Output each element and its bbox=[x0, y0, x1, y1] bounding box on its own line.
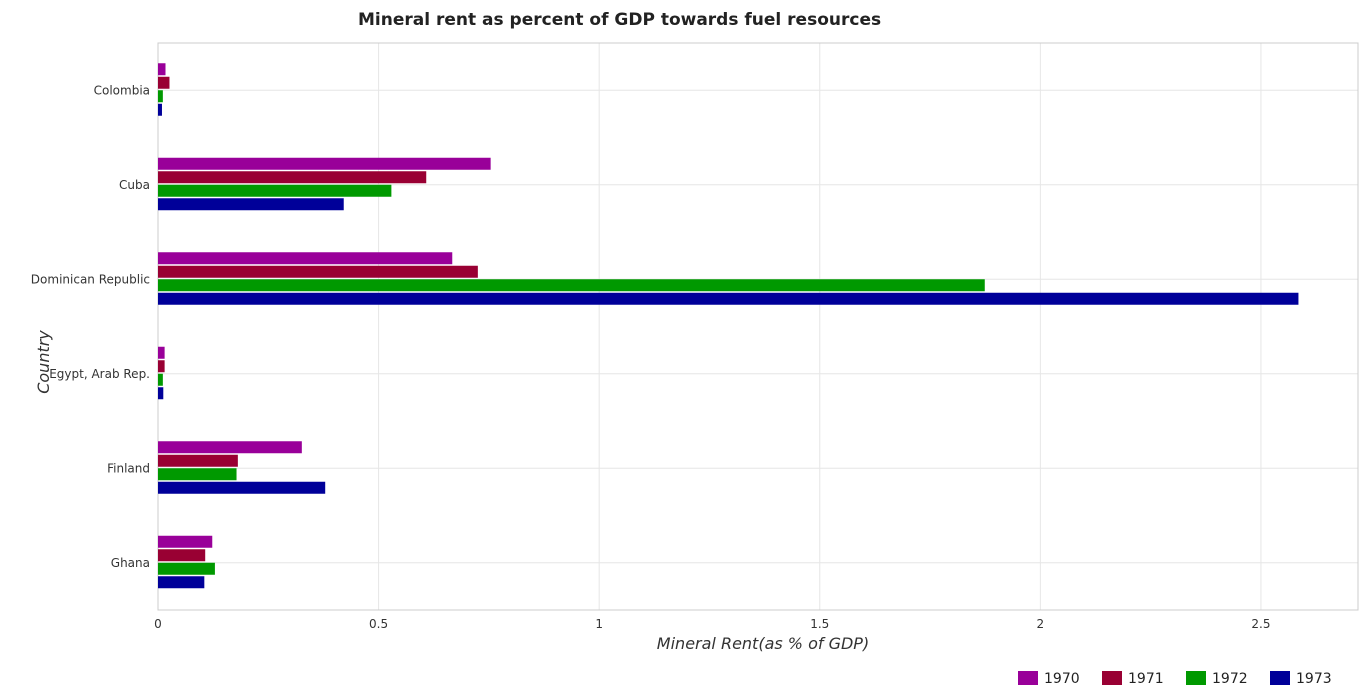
bar-1972 bbox=[158, 373, 163, 386]
bars bbox=[158, 63, 1299, 589]
y-axis-label: Country bbox=[34, 330, 53, 394]
x-tick-label: 0.5 bbox=[369, 617, 388, 631]
bar-1970 bbox=[158, 63, 166, 76]
bar-1970 bbox=[158, 535, 213, 548]
legend-label: 1970 bbox=[1044, 671, 1080, 687]
legend-swatch bbox=[1018, 671, 1038, 685]
bar-1970 bbox=[158, 157, 491, 170]
bar-1971 bbox=[158, 549, 206, 562]
y-tick-label: Dominican Republic bbox=[31, 272, 150, 286]
x-tick-label: 2.5 bbox=[1251, 617, 1270, 631]
grid bbox=[157, 42, 1359, 611]
x-tick-labels: 0 0.5 1 1.5 2 2.5 bbox=[154, 617, 1270, 631]
bar-1971 bbox=[158, 171, 427, 184]
bar-1973 bbox=[158, 292, 1299, 305]
bar-1971 bbox=[158, 76, 170, 89]
bar-1970 bbox=[158, 252, 453, 265]
bar-1971 bbox=[158, 265, 478, 278]
bar-1972 bbox=[158, 279, 985, 292]
bar-1972 bbox=[158, 562, 215, 575]
y-tick-label: Egypt, Arab Rep. bbox=[49, 367, 150, 381]
bar-1970 bbox=[158, 346, 165, 359]
legend-swatch bbox=[1270, 671, 1290, 685]
legend-label: 1973 bbox=[1296, 671, 1332, 687]
legend-label: 1971 bbox=[1128, 671, 1164, 687]
bar-1973 bbox=[158, 387, 164, 400]
y-tick-label: Finland bbox=[107, 461, 150, 475]
bar-1973 bbox=[158, 103, 162, 116]
legend-label: 1972 bbox=[1212, 671, 1248, 687]
bar-1970 bbox=[158, 441, 302, 454]
y-tick-label: Cuba bbox=[119, 178, 150, 192]
bar-1972 bbox=[158, 184, 392, 197]
bar-1972 bbox=[158, 90, 163, 103]
x-tick-label: 0 bbox=[154, 617, 162, 631]
bar-1973 bbox=[158, 198, 344, 211]
bar-1971 bbox=[158, 454, 238, 467]
x-axis-label: Mineral Rent(as % of GDP) bbox=[657, 634, 869, 653]
y-tick-label: Colombia bbox=[94, 83, 150, 97]
chart-title: Mineral rent as percent of GDP towards f… bbox=[358, 10, 881, 30]
legend: 1970 1971 1972 1973 bbox=[1018, 671, 1332, 687]
legend-swatch bbox=[1102, 671, 1122, 685]
y-tick-label: Ghana bbox=[111, 556, 150, 570]
bar-1972 bbox=[158, 468, 237, 481]
x-tick-label: 2 bbox=[1037, 617, 1045, 631]
bar-1973 bbox=[158, 481, 326, 494]
legend-swatch bbox=[1186, 671, 1206, 685]
x-tick-label: 1 bbox=[595, 617, 603, 631]
y-tick-labels: Colombia Cuba Dominican Republic Egypt, Ara… bbox=[31, 83, 150, 570]
x-tick-label: 1.5 bbox=[810, 617, 829, 631]
bar-1971 bbox=[158, 360, 165, 373]
plot-frame bbox=[157, 42, 1359, 611]
bar-1973 bbox=[158, 576, 205, 589]
